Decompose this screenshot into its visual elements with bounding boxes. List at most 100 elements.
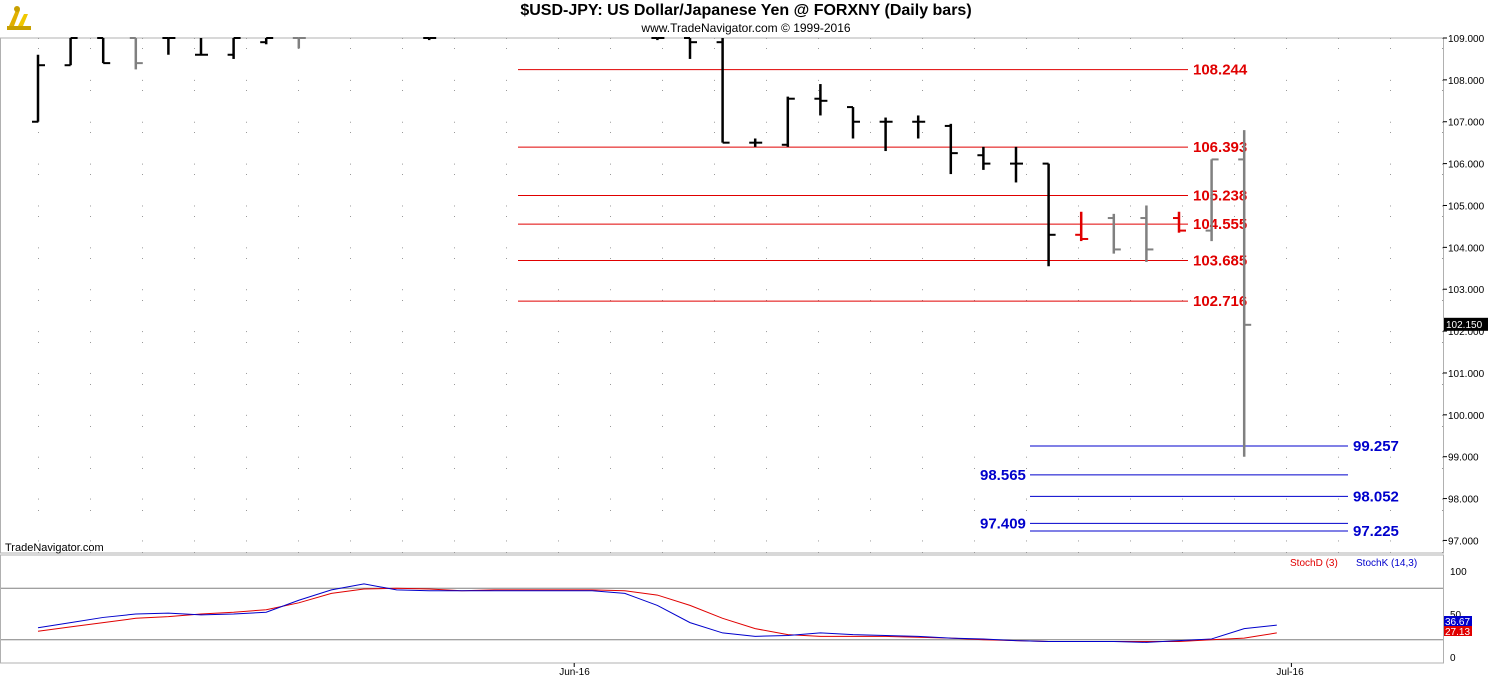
grid-dot [610, 414, 611, 416]
grid-dot [1442, 79, 1443, 81]
grid-dot [766, 289, 767, 291]
grid-dot [1286, 48, 1287, 49]
grid-dot [246, 163, 247, 165]
grid-dot [1130, 552, 1131, 553]
grid-dot [766, 79, 767, 81]
grid-dot [870, 498, 871, 500]
grid-dot [870, 79, 871, 81]
grid-dot [922, 468, 923, 469]
grid-dot [1234, 372, 1235, 374]
grid-dot [818, 90, 819, 91]
grid-dot [610, 79, 611, 81]
grid-dot [402, 258, 403, 259]
grid-dot [558, 163, 559, 165]
grid-dot [818, 342, 819, 343]
grid-dot [1026, 132, 1027, 133]
grid-dot [142, 216, 143, 217]
grid-dot [506, 216, 507, 217]
grid-dot [506, 456, 507, 458]
grid-dot [402, 456, 403, 458]
chart-title: $USD-JPY: US Dollar/Japanese Yen @ FORXN… [520, 2, 972, 19]
grid-dot [1130, 258, 1131, 259]
grid-dot [922, 132, 923, 133]
grid-dot [974, 342, 975, 343]
ohlc-bar [227, 37, 241, 59]
level-label: 104.555 [1193, 216, 1247, 233]
grid-dot [1130, 38, 1131, 39]
grid-dot [1442, 216, 1443, 217]
grid-dot [766, 456, 767, 458]
grid-dot [454, 79, 455, 81]
grid-dot [402, 121, 403, 123]
grid-dot [1390, 372, 1391, 374]
grid-dot [142, 289, 143, 291]
grid-dot [454, 132, 455, 133]
grid-dot [1130, 468, 1131, 469]
grid-dot [610, 331, 611, 333]
grid-dot [350, 468, 351, 469]
grid-dot [662, 384, 663, 385]
grid-dot [194, 163, 195, 165]
grid-dot [818, 552, 819, 553]
grid-dot [1442, 205, 1443, 207]
grid-dot [818, 372, 819, 374]
grid-dot [1182, 90, 1183, 91]
grid-dot [610, 38, 611, 39]
grid-dot [1234, 38, 1235, 39]
grid-dot [974, 552, 975, 553]
grid-dot [1442, 468, 1443, 469]
grid-dot [558, 205, 559, 207]
grid-dot [142, 121, 143, 123]
grid-dot [1078, 384, 1079, 385]
grid-dot [298, 79, 299, 81]
grid-dot [974, 300, 975, 301]
grid-dot [454, 38, 455, 39]
grid-dot [1078, 414, 1079, 416]
grid-dot [1234, 540, 1235, 542]
grid-dot [1234, 510, 1235, 511]
grid-dot [402, 468, 403, 469]
grid-dot [1338, 247, 1339, 249]
grid-dot [1390, 552, 1391, 553]
grid-dot [298, 510, 299, 511]
grid-dot [1442, 90, 1443, 91]
grid-dot [1026, 38, 1027, 39]
grid-dot [714, 331, 715, 333]
grid-dot [38, 426, 39, 427]
grid-dot [298, 456, 299, 458]
grid-dot [1078, 456, 1079, 458]
ohlc-bar [32, 54, 45, 123]
grid-dot [558, 38, 559, 39]
grid-dot [1130, 216, 1131, 217]
grid-dot [766, 247, 767, 249]
grid-dot [246, 540, 247, 542]
grid-dot [246, 300, 247, 301]
grid-dot [1026, 384, 1027, 385]
grid-dot [766, 414, 767, 416]
grid-dot [298, 426, 299, 427]
grid-dot [558, 331, 559, 333]
grid-dot [558, 79, 559, 81]
grid-dot [1130, 163, 1131, 165]
grid-dot [1338, 552, 1339, 553]
ohlc-bar [292, 37, 306, 49]
grid-dot [610, 342, 611, 343]
time-axis-label: Jun-16 [559, 667, 590, 678]
grid-dot [298, 216, 299, 217]
grid-dot [662, 163, 663, 165]
grid-dot [714, 163, 715, 165]
grid-dot [1286, 342, 1287, 343]
grid-dot [1078, 216, 1079, 217]
grid-dot [714, 216, 715, 217]
grid-dot [38, 132, 39, 133]
stoch-last-value: 36.67 [1445, 617, 1470, 628]
grid-dot [1026, 174, 1027, 175]
grid-dot [350, 372, 351, 374]
grid-dot [1390, 289, 1391, 291]
grid-dot [1078, 289, 1079, 291]
price-tick-label: 102.000 [1448, 327, 1485, 338]
grid-dot [558, 247, 559, 249]
grid-dot [506, 468, 507, 469]
grid-dot [142, 331, 143, 333]
